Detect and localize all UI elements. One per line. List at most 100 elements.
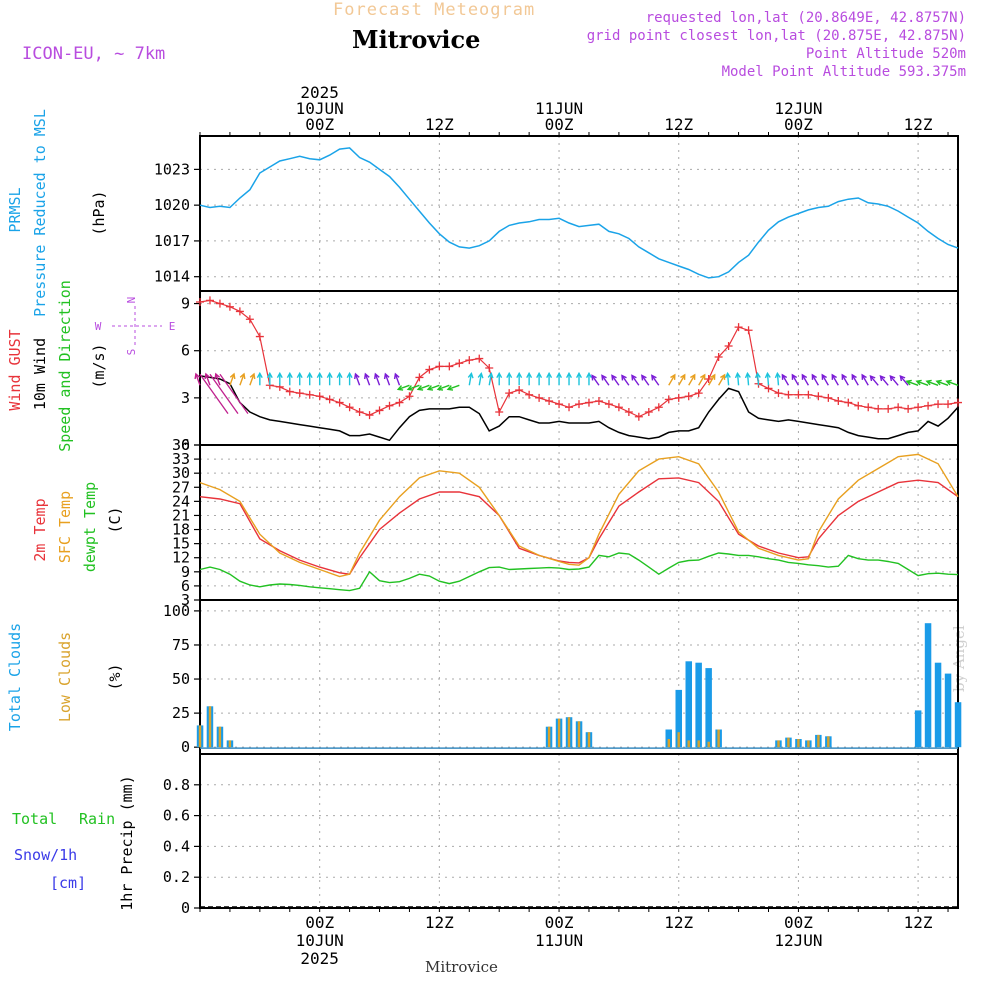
wind-arrow-shaft [427, 384, 440, 391]
wind-arrow-shaft [851, 374, 859, 386]
gust-marker [225, 302, 234, 311]
gust-marker [804, 390, 813, 399]
low-cloud-bar [198, 725, 202, 748]
low-cloud-bar [208, 706, 212, 748]
total-cloud-bar [944, 673, 952, 748]
wind-arrow-head [754, 371, 761, 379]
low-cloud-bar [817, 734, 820, 748]
gust-marker [774, 389, 783, 398]
gust-marker [874, 404, 883, 413]
gust-marker [644, 408, 653, 416]
pressure-label-msl: Pressure Reduced to MSL [31, 109, 49, 317]
wind-arrow [276, 371, 283, 386]
wind-arrow-shaft [215, 373, 221, 386]
gust-marker [415, 373, 424, 382]
wind-arrow [791, 373, 800, 386]
wind-arrow-head [925, 379, 932, 386]
wind-arrow-shaft [906, 380, 919, 386]
wind-arrow-head [710, 373, 716, 380]
y-tick-label: 9 [181, 295, 190, 313]
clouds-label-total: Total Clouds [6, 623, 24, 731]
time-label-top: 00Z [305, 115, 334, 134]
wind-arrow [869, 374, 879, 386]
gust-marker [545, 397, 554, 405]
low-cloud-bar [717, 729, 720, 748]
temp-unit: (C) [106, 506, 124, 533]
wind-arrow-shaft [601, 375, 610, 386]
gust-marker [315, 392, 324, 401]
gust-marker [924, 401, 933, 410]
time-label-top: 12Z [904, 115, 933, 134]
gust-marker [954, 398, 962, 407]
wind-arrow-shaft [801, 374, 810, 386]
wind-arrow [194, 372, 201, 386]
wind-arrow [487, 372, 494, 386]
wind-arrow-head [436, 385, 444, 391]
gust-marker [744, 326, 753, 335]
wind-arrow-shaft [746, 373, 750, 386]
low-cloud-bar [677, 732, 680, 748]
wind-arrow [841, 373, 849, 386]
wind-arrow [393, 372, 401, 386]
wind-arrow-head [346, 371, 353, 379]
wind-arrow-shaft [831, 374, 839, 386]
gust-marker [654, 403, 663, 412]
low-cloud-bar [787, 737, 790, 748]
wind-arrow-head [821, 373, 827, 380]
y-tick-label: 30 [172, 464, 190, 482]
y-tick-label: 15 [172, 535, 190, 553]
gust-marker [555, 400, 564, 409]
wind-arrow [754, 371, 761, 386]
wind-arrow-long [199, 373, 229, 414]
wind-arrow-shaft [591, 375, 600, 386]
total-cloud-bar [934, 662, 942, 748]
wind-arrow-head [526, 371, 533, 379]
gust-marker [285, 387, 294, 396]
wind-arrow [286, 371, 293, 386]
wind-arrow-shaft [437, 384, 450, 391]
y-tick-label: 0 [181, 899, 190, 917]
y-tick-label: 0.4 [163, 837, 190, 855]
gust-marker [614, 403, 623, 412]
wind-arrow [744, 371, 751, 386]
wind-arrow-shaft [726, 373, 730, 386]
wind-arrow [734, 371, 741, 386]
y-tick-label: 50 [172, 670, 190, 688]
wind-arrow-head [416, 385, 424, 391]
gust-marker [395, 398, 404, 407]
precip-label-rain: Rain [79, 810, 115, 828]
wind-arrow [879, 374, 889, 386]
wind-arrow-head [791, 373, 798, 380]
pressure-line [199, 147, 959, 279]
y-tick-label: 0.8 [163, 776, 190, 794]
gust-marker [565, 403, 574, 412]
y-tick-label: 36 [172, 436, 190, 454]
y-tick-label: 1020 [154, 196, 190, 214]
wind-arrow-shaft [861, 374, 869, 386]
wind-arrow-head [536, 371, 543, 379]
gust-marker [235, 307, 244, 316]
precip-label-cm: [cm] [50, 874, 86, 892]
wind-arrow-head [861, 373, 867, 380]
time-label-top: 12JUN [774, 99, 822, 118]
gust-marker [704, 375, 713, 383]
wind-arrow-head [446, 385, 454, 391]
gust-marker [944, 400, 953, 409]
y-tick-label: 0.2 [163, 868, 190, 886]
wind-arrow-head [591, 374, 597, 381]
wind-arrow [651, 374, 660, 386]
time-label-bottom: 12JUN [774, 931, 822, 950]
wind-arrow-shaft [407, 384, 420, 391]
wind-arrow-head [899, 374, 906, 382]
total-cloud-bar [665, 729, 672, 748]
wind-arrow [266, 371, 273, 386]
wind-arrow-head [641, 374, 647, 381]
wind-arrow [575, 371, 583, 386]
gust-marker [914, 403, 923, 412]
gust-marker [245, 315, 254, 324]
wind-arrow-head [336, 371, 343, 379]
wind-arrow-head [496, 371, 503, 379]
wind-arrow-shaft [195, 373, 201, 386]
wind-arrow-shaft [708, 374, 716, 386]
temp-label-sfc: SFC Temp [56, 491, 74, 563]
